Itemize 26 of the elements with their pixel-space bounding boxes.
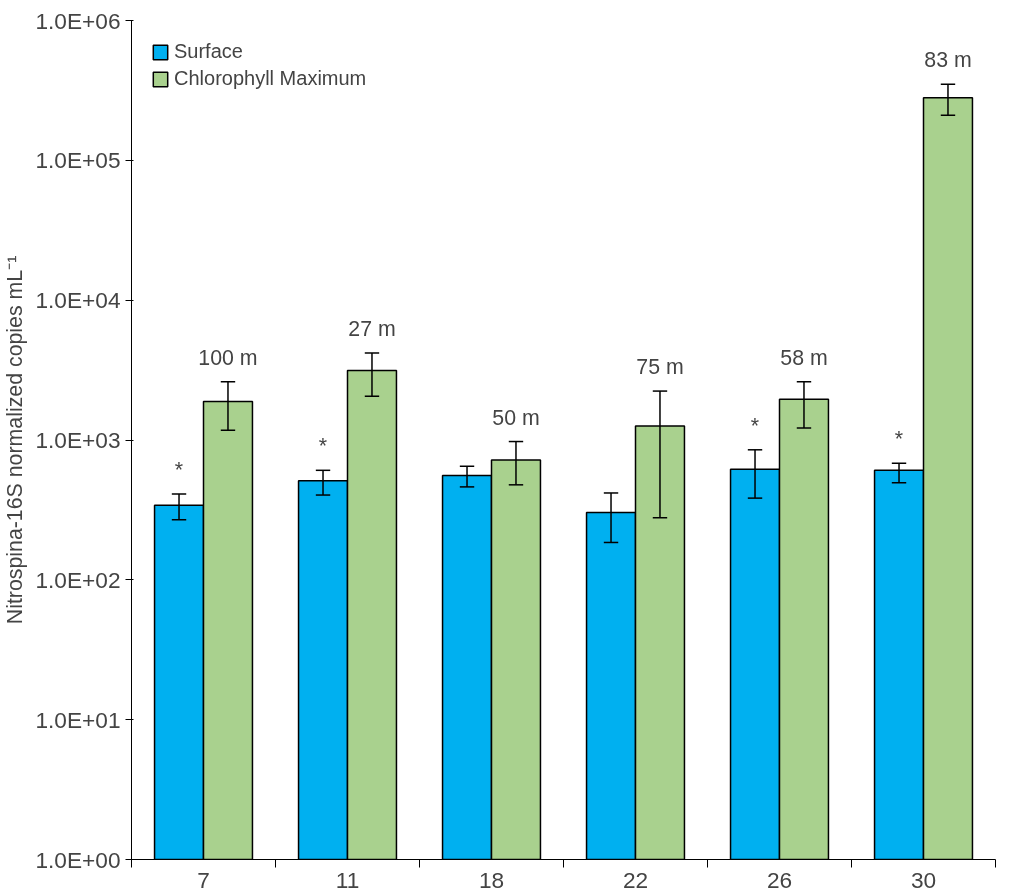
annotation: * <box>318 434 328 459</box>
annotation: 58 m <box>780 345 828 370</box>
y-tick-label: 1.0E+00 <box>35 846 121 873</box>
x-tick-label: 22 <box>622 866 649 893</box>
y-tick-label: 1.0E+04 <box>35 287 121 314</box>
y-tick-label: 1.0E+01 <box>35 706 121 733</box>
annotation: * <box>894 427 904 452</box>
annotation: 100 m <box>198 345 258 370</box>
y-tick-label: 1.0E+06 <box>35 7 121 34</box>
annotation: 75 m <box>636 355 684 380</box>
legend-label: Surface <box>174 40 243 63</box>
legend-label: Chlorophyll Maximum <box>174 67 367 90</box>
annotation: 27 m <box>348 316 396 341</box>
x-tick-label: 26 <box>766 866 793 893</box>
x-tick-label: 11 <box>335 866 360 893</box>
annotation: 83 m <box>924 48 972 73</box>
y-tick-label: 1.0E+02 <box>35 566 121 593</box>
x-tick-label: 7 <box>197 866 210 893</box>
annotation: * <box>750 413 760 438</box>
annotation: 50 m <box>492 405 540 430</box>
x-tick-label: 18 <box>478 866 505 893</box>
y-axis-title: Nitrospina-16S normalized copies mL⁻¹ <box>3 255 28 625</box>
annotation: * <box>174 458 184 482</box>
y-tick-label: 1.0E+05 <box>35 147 121 174</box>
x-tick-label: 30 <box>910 866 937 893</box>
y-tick-label: 1.0E+03 <box>35 427 121 453</box>
